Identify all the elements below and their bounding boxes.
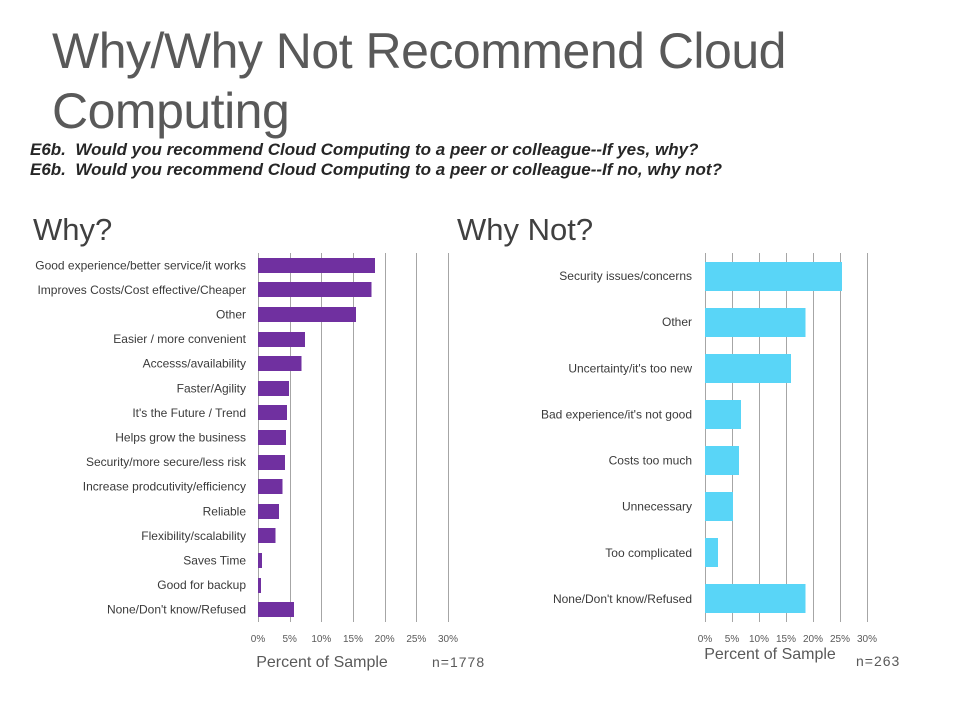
why-not-bar-5	[705, 446, 740, 475]
why-bar-4	[258, 332, 305, 347]
why-bar-10	[258, 479, 283, 494]
why-heading: Why?	[33, 212, 113, 247]
why-bar-15	[258, 602, 295, 617]
why-category-label-10: Increase prodcutivity/efficiency	[83, 480, 246, 494]
why-bar-12	[258, 528, 276, 543]
why-tick-label-5: 25%	[406, 634, 426, 645]
why-not-category-label-4: Bad experience/it's not good	[541, 407, 692, 421]
why-not-tick-label-4: 20%	[803, 634, 823, 645]
why-bar-14	[258, 578, 262, 593]
why-category-label-6: Faster/Agility	[177, 381, 246, 395]
why-category-label-2: Improves Costs/Cost effective/Cheaper	[37, 283, 246, 297]
why-tick-label-0: 0%	[251, 634, 266, 645]
why-not-bar-2	[705, 308, 806, 337]
why-bar-2	[258, 282, 372, 297]
survey-questions: E6b. Would you recommend Cloud Computing…	[30, 140, 722, 180]
why-not-tick-label-3: 15%	[776, 634, 796, 645]
why-not-bar-1	[705, 262, 843, 291]
why-bar-9	[258, 455, 286, 470]
why-not-sample-size: n=263	[856, 653, 900, 669]
why-not-tick-label-5: 25%	[830, 634, 850, 645]
why-not-tick-label-1: 5%	[725, 634, 740, 645]
why-bar-7	[258, 405, 288, 420]
why-not-category-label-8: None/Don't know/Refused	[553, 592, 692, 606]
why-axis-title: Percent of Sample	[256, 654, 388, 671]
why-not-bar-7	[705, 538, 718, 567]
why-not-category-label-5: Costs too much	[609, 454, 692, 468]
why-not-category-label-1: Security issues/concerns	[559, 269, 692, 283]
why-tick-label-1: 5%	[282, 634, 297, 645]
why-not-bar-4	[705, 400, 742, 429]
why-category-label-3: Other	[216, 308, 246, 322]
why-chart: 0% 5% 10% 15% 20% 25% 30% Good experience/bette…	[35, 253, 485, 671]
why-bar-8	[258, 430, 286, 445]
why-not-tick-label-2: 10%	[749, 634, 769, 645]
question-if-no: E6b. Would you recommend Cloud Computing…	[30, 160, 722, 179]
why-bar-6	[258, 381, 290, 396]
why-category-label-4: Easier / more convenient	[113, 332, 246, 346]
why-bar-1	[258, 258, 376, 273]
why-category-label-15: None/Don't know/Refused	[107, 603, 246, 617]
why-category-label-7: It's the Future / Trend	[132, 406, 246, 420]
why-not-tick-label-6: 30%	[857, 634, 877, 645]
question-if-yes: E6b. Would you recommend Cloud Computing…	[30, 140, 699, 159]
why-not-category-label-6: Unnecessary	[622, 500, 692, 514]
why-category-label-12: Flexibility/scalability	[141, 529, 246, 543]
why-bar-11	[258, 504, 279, 519]
why-not-chart: 0% 5% 10% 15% 20% 25% 30% Security issues/conce…	[541, 253, 900, 669]
slide-title: Why/Why Not Recommend Cloud Computing	[52, 23, 786, 139]
why-not-category-label-3: Uncertainty/it's too new	[568, 361, 692, 375]
why-bar-13	[258, 553, 262, 568]
why-tick-label-6: 30%	[438, 634, 458, 645]
why-not-axis-title: Percent of Sample	[704, 646, 836, 663]
why-not-bar-6	[705, 492, 734, 521]
why-category-label-8: Helps grow the business	[115, 431, 246, 445]
why-sample-size: n=1778	[432, 654, 485, 670]
why-not-category-label-2: Other	[662, 315, 692, 329]
why-bar-3	[258, 307, 357, 322]
why-not-bar-3	[705, 354, 791, 383]
why-not-category-label-7: Too complicated	[605, 546, 692, 560]
why-category-label-5: Accesss/availability	[143, 357, 246, 371]
why-tick-label-4: 20%	[375, 634, 395, 645]
why-category-label-9: Security/more secure/less risk	[86, 455, 247, 469]
why-category-label-13: Saves Time	[183, 554, 246, 568]
why-bar-5	[258, 356, 302, 371]
why-tick-label-3: 15%	[343, 634, 363, 645]
why-category-label-14: Good for backup	[157, 578, 246, 592]
why-not-heading: Why Not?	[457, 212, 594, 247]
why-not-bar-8	[705, 584, 806, 613]
why-not-tick-label-0: 0%	[698, 634, 713, 645]
why-tick-label-2: 10%	[311, 634, 331, 645]
why-category-label-11: Reliable	[203, 504, 247, 518]
why-category-label-1: Good experience/better service/it works	[35, 258, 246, 272]
